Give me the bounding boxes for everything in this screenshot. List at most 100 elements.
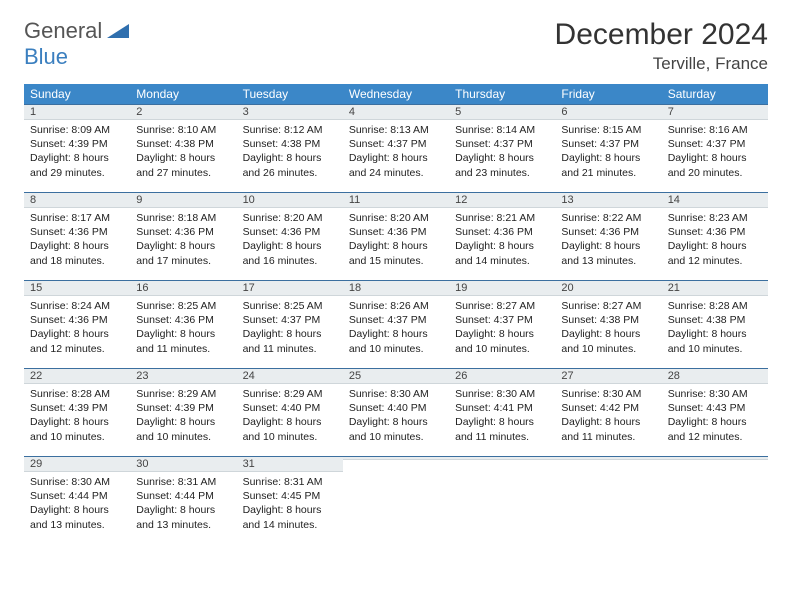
sunset: Sunset: 4:36 PM — [30, 313, 124, 327]
daylight: Daylight: 8 hours and 10 minutes. — [136, 415, 230, 443]
calendar-cell: 7Sunrise: 8:16 AMSunset: 4:37 PMDaylight… — [662, 104, 768, 192]
sunset: Sunset: 4:38 PM — [668, 313, 762, 327]
daylight: Daylight: 8 hours and 15 minutes. — [349, 239, 443, 267]
calendar-cell: 24Sunrise: 8:29 AMSunset: 4:40 PMDayligh… — [237, 368, 343, 456]
day-number: 12 — [449, 192, 555, 208]
day-number: 16 — [130, 280, 236, 296]
daylight: Daylight: 8 hours and 13 minutes. — [561, 239, 655, 267]
daylight: Daylight: 8 hours and 10 minutes. — [561, 327, 655, 355]
calendar-cell — [343, 456, 449, 544]
day-number: 17 — [237, 280, 343, 296]
daylight: Daylight: 8 hours and 23 minutes. — [455, 151, 549, 179]
calendar-table: Sunday Monday Tuesday Wednesday Thursday… — [24, 84, 768, 544]
day-number: 31 — [237, 456, 343, 472]
day-number: 24 — [237, 368, 343, 384]
calendar-cell: 26Sunrise: 8:30 AMSunset: 4:41 PMDayligh… — [449, 368, 555, 456]
day-details: Sunrise: 8:24 AMSunset: 4:36 PMDaylight:… — [24, 296, 130, 360]
weekday-header: Sunday — [24, 84, 130, 104]
logo-triangle-icon — [107, 22, 129, 38]
day-details: Sunrise: 8:15 AMSunset: 4:37 PMDaylight:… — [555, 120, 661, 184]
daylight: Daylight: 8 hours and 16 minutes. — [243, 239, 337, 267]
sunrise: Sunrise: 8:27 AM — [455, 299, 549, 313]
sunrise: Sunrise: 8:29 AM — [136, 387, 230, 401]
daylight: Daylight: 8 hours and 12 minutes. — [668, 415, 762, 443]
sunrise: Sunrise: 8:16 AM — [668, 123, 762, 137]
sunrise: Sunrise: 8:25 AM — [243, 299, 337, 313]
calendar-cell: 9Sunrise: 8:18 AMSunset: 4:36 PMDaylight… — [130, 192, 236, 280]
calendar-body: 1Sunrise: 8:09 AMSunset: 4:39 PMDaylight… — [24, 104, 768, 544]
day-details: Sunrise: 8:10 AMSunset: 4:38 PMDaylight:… — [130, 120, 236, 184]
calendar-cell: 12Sunrise: 8:21 AMSunset: 4:36 PMDayligh… — [449, 192, 555, 280]
calendar-cell: 10Sunrise: 8:20 AMSunset: 4:36 PMDayligh… — [237, 192, 343, 280]
sunset: Sunset: 4:39 PM — [30, 401, 124, 415]
daylight: Daylight: 8 hours and 29 minutes. — [30, 151, 124, 179]
day-number: 29 — [24, 456, 130, 472]
sunrise: Sunrise: 8:13 AM — [349, 123, 443, 137]
day-details: Sunrise: 8:27 AMSunset: 4:37 PMDaylight:… — [449, 296, 555, 360]
day-details: Sunrise: 8:29 AMSunset: 4:40 PMDaylight:… — [237, 384, 343, 448]
day-number: 21 — [662, 280, 768, 296]
location: Terville, France — [555, 54, 768, 74]
weekday-header: Thursday — [449, 84, 555, 104]
sunset: Sunset: 4:42 PM — [561, 401, 655, 415]
calendar-row: 1Sunrise: 8:09 AMSunset: 4:39 PMDaylight… — [24, 104, 768, 192]
calendar-cell — [555, 456, 661, 544]
day-details: Sunrise: 8:14 AMSunset: 4:37 PMDaylight:… — [449, 120, 555, 184]
calendar-cell: 28Sunrise: 8:30 AMSunset: 4:43 PMDayligh… — [662, 368, 768, 456]
day-details: Sunrise: 8:18 AMSunset: 4:36 PMDaylight:… — [130, 208, 236, 272]
sunset: Sunset: 4:38 PM — [561, 313, 655, 327]
calendar-row: 22Sunrise: 8:28 AMSunset: 4:39 PMDayligh… — [24, 368, 768, 456]
day-details: Sunrise: 8:09 AMSunset: 4:39 PMDaylight:… — [24, 120, 130, 184]
calendar-cell: 2Sunrise: 8:10 AMSunset: 4:38 PMDaylight… — [130, 104, 236, 192]
day-number: 6 — [555, 104, 661, 120]
sunrise: Sunrise: 8:30 AM — [349, 387, 443, 401]
daylight: Daylight: 8 hours and 11 minutes. — [455, 415, 549, 443]
day-details: Sunrise: 8:30 AMSunset: 4:44 PMDaylight:… — [24, 472, 130, 536]
calendar-cell: 16Sunrise: 8:25 AMSunset: 4:36 PMDayligh… — [130, 280, 236, 368]
calendar-cell: 14Sunrise: 8:23 AMSunset: 4:36 PMDayligh… — [662, 192, 768, 280]
day-number: 1 — [24, 104, 130, 120]
sunrise: Sunrise: 8:31 AM — [136, 475, 230, 489]
day-number: 9 — [130, 192, 236, 208]
sunrise: Sunrise: 8:14 AM — [455, 123, 549, 137]
daylight: Daylight: 8 hours and 10 minutes. — [349, 327, 443, 355]
daylight: Daylight: 8 hours and 18 minutes. — [30, 239, 124, 267]
sunrise: Sunrise: 8:30 AM — [561, 387, 655, 401]
weekday-header: Monday — [130, 84, 236, 104]
daylight: Daylight: 8 hours and 13 minutes. — [136, 503, 230, 531]
day-number: 23 — [130, 368, 236, 384]
sunrise: Sunrise: 8:18 AM — [136, 211, 230, 225]
sunrise: Sunrise: 8:27 AM — [561, 299, 655, 313]
day-details: Sunrise: 8:28 AMSunset: 4:39 PMDaylight:… — [24, 384, 130, 448]
sunset: Sunset: 4:37 PM — [349, 137, 443, 151]
sunrise: Sunrise: 8:22 AM — [561, 211, 655, 225]
day-number: 28 — [662, 368, 768, 384]
day-details — [662, 460, 768, 520]
sunrise: Sunrise: 8:24 AM — [30, 299, 124, 313]
daylight: Daylight: 8 hours and 14 minutes. — [243, 503, 337, 531]
calendar-cell: 3Sunrise: 8:12 AMSunset: 4:38 PMDaylight… — [237, 104, 343, 192]
calendar-cell: 23Sunrise: 8:29 AMSunset: 4:39 PMDayligh… — [130, 368, 236, 456]
day-number: 19 — [449, 280, 555, 296]
logo: General Blue — [24, 18, 129, 70]
sunset: Sunset: 4:36 PM — [30, 225, 124, 239]
day-details: Sunrise: 8:27 AMSunset: 4:38 PMDaylight:… — [555, 296, 661, 360]
sunset: Sunset: 4:36 PM — [455, 225, 549, 239]
day-number: 14 — [662, 192, 768, 208]
day-number: 4 — [343, 104, 449, 120]
day-details: Sunrise: 8:20 AMSunset: 4:36 PMDaylight:… — [343, 208, 449, 272]
sunset: Sunset: 4:36 PM — [136, 225, 230, 239]
daylight: Daylight: 8 hours and 20 minutes. — [668, 151, 762, 179]
day-number: 8 — [24, 192, 130, 208]
daylight: Daylight: 8 hours and 21 minutes. — [561, 151, 655, 179]
sunset: Sunset: 4:36 PM — [349, 225, 443, 239]
sunrise: Sunrise: 8:17 AM — [30, 211, 124, 225]
calendar-cell: 18Sunrise: 8:26 AMSunset: 4:37 PMDayligh… — [343, 280, 449, 368]
daylight: Daylight: 8 hours and 14 minutes. — [455, 239, 549, 267]
day-details: Sunrise: 8:30 AMSunset: 4:40 PMDaylight:… — [343, 384, 449, 448]
sunset: Sunset: 4:41 PM — [455, 401, 549, 415]
day-number: 5 — [449, 104, 555, 120]
day-details: Sunrise: 8:23 AMSunset: 4:36 PMDaylight:… — [662, 208, 768, 272]
sunset: Sunset: 4:36 PM — [561, 225, 655, 239]
day-details — [555, 460, 661, 520]
